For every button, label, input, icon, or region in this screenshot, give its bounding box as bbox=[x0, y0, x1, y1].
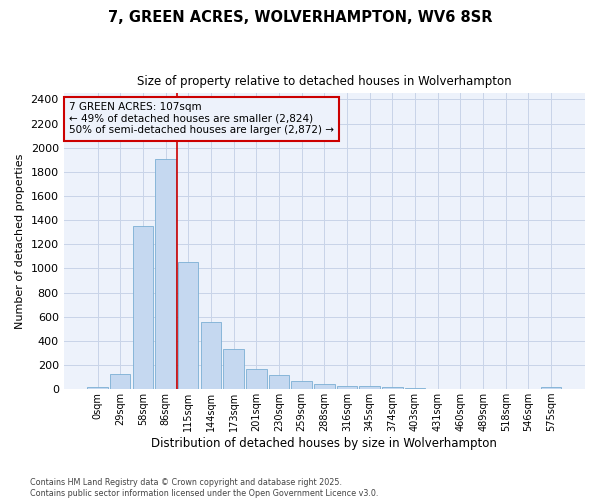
Bar bbox=[314, 384, 335, 389]
Bar bbox=[382, 387, 403, 389]
Bar bbox=[359, 386, 380, 389]
Bar bbox=[541, 388, 562, 389]
Bar bbox=[155, 158, 176, 389]
Title: Size of property relative to detached houses in Wolverhampton: Size of property relative to detached ho… bbox=[137, 75, 512, 88]
Bar bbox=[223, 348, 244, 389]
Bar bbox=[110, 374, 130, 389]
Bar bbox=[246, 368, 266, 389]
Bar bbox=[337, 386, 357, 389]
Bar bbox=[269, 374, 289, 389]
Bar bbox=[405, 388, 425, 389]
Bar bbox=[133, 226, 153, 389]
Text: 7, GREEN ACRES, WOLVERHAMPTON, WV6 8SR: 7, GREEN ACRES, WOLVERHAMPTON, WV6 8SR bbox=[108, 10, 492, 25]
Bar bbox=[292, 382, 312, 389]
Bar bbox=[201, 322, 221, 389]
Bar bbox=[178, 262, 199, 389]
Y-axis label: Number of detached properties: Number of detached properties bbox=[15, 154, 25, 329]
X-axis label: Distribution of detached houses by size in Wolverhampton: Distribution of detached houses by size … bbox=[151, 437, 497, 450]
Text: Contains HM Land Registry data © Crown copyright and database right 2025.
Contai: Contains HM Land Registry data © Crown c… bbox=[30, 478, 379, 498]
Bar bbox=[88, 388, 108, 389]
Text: 7 GREEN ACRES: 107sqm
← 49% of detached houses are smaller (2,824)
50% of semi-d: 7 GREEN ACRES: 107sqm ← 49% of detached … bbox=[69, 102, 334, 136]
Bar bbox=[428, 388, 448, 389]
